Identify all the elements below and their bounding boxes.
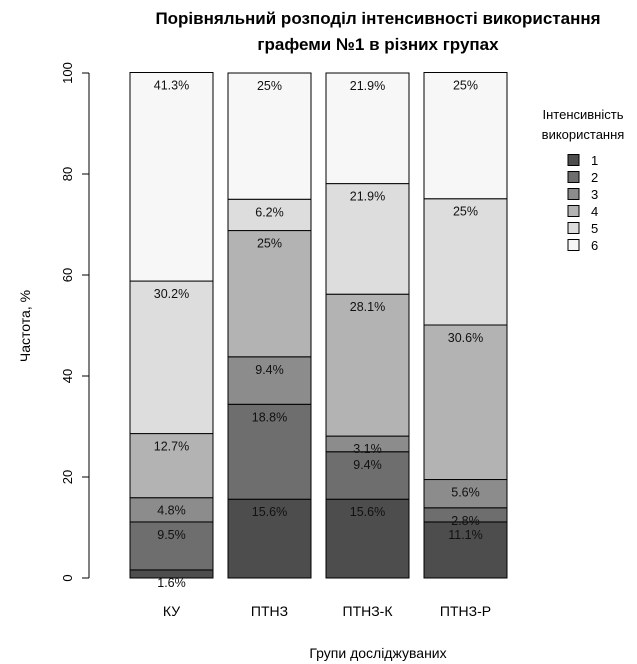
bars: 1.6% 9.5% 4.8% 12.7% 30.2% 41.3% 15.6% 18.8% 9.4… xyxy=(129,71,508,590)
bar-segment-label: 15.6% xyxy=(252,505,287,519)
chart-title-line-2: графеми №1 в різних групах xyxy=(257,35,499,54)
bar-segment xyxy=(227,356,312,405)
legend-swatch xyxy=(567,205,580,217)
bar-segment xyxy=(227,498,312,579)
bar-segment-label: 18.8% xyxy=(252,410,287,424)
y-tick-label: 0 xyxy=(60,574,75,581)
bar-segment-label: 25% xyxy=(453,205,478,219)
bar-segment-label: 28.1% xyxy=(350,300,385,314)
legend-item-label: 5 xyxy=(591,221,598,236)
bar-segment xyxy=(129,497,214,523)
y-tick-label: 40 xyxy=(60,369,75,383)
legend-swatch xyxy=(567,188,580,200)
bar-segment-label: 5.6% xyxy=(451,486,480,500)
legend-swatch xyxy=(567,239,580,251)
legend-items: 1 2 3 4 5 6 xyxy=(567,153,598,253)
bar-segment xyxy=(423,521,508,579)
x-tick-label: ПТНЗ-Р xyxy=(440,603,491,619)
legend-item-label: 3 xyxy=(591,187,598,202)
bar-segment-label: 9.4% xyxy=(353,458,382,472)
x-tick-label: ПТНЗ-К xyxy=(343,603,394,619)
bar-segment-label: 6.2% xyxy=(255,205,284,219)
legend-title-line-2: використання xyxy=(542,127,625,142)
bar-segment xyxy=(325,183,410,295)
bar-segment xyxy=(227,198,312,232)
bar-segment xyxy=(129,280,214,435)
legend: Інтенсивність використання 1 2 3 4 5 6 xyxy=(542,107,625,253)
y-tick-label: 80 xyxy=(60,167,75,181)
legend-title-line-1: Інтенсивність xyxy=(543,107,624,122)
legend-swatch xyxy=(567,222,580,234)
bar-segment xyxy=(423,324,508,481)
bar-segment-label: 4.8% xyxy=(157,504,186,518)
bar-segment-label: 15.6% xyxy=(350,505,385,519)
bar-segment xyxy=(227,230,312,358)
bar-segment-label: 25% xyxy=(257,237,282,251)
bar-segment-label: 21.9% xyxy=(350,190,385,204)
bar-segment xyxy=(129,71,214,282)
bar-segment xyxy=(129,433,214,499)
bar-segment-label: 9.4% xyxy=(255,363,284,377)
bar-segment-label: 11.1% xyxy=(448,528,483,542)
bar-segment-label: 12.7% xyxy=(154,440,189,454)
bar-segment xyxy=(325,498,410,579)
bar-segment xyxy=(325,451,410,500)
bar-segment-label: 30.6% xyxy=(448,331,483,345)
y-tick-label: 60 xyxy=(60,268,75,282)
x-tick-label: ПТНЗ xyxy=(251,603,288,619)
bar-segment xyxy=(227,72,312,200)
legend-item-label: 6 xyxy=(591,238,598,253)
y-tick-label: 100 xyxy=(60,62,75,84)
bar-segment-label: 9.5% xyxy=(157,528,186,542)
legend-swatch xyxy=(567,171,580,183)
legend-item-label: 2 xyxy=(591,170,598,185)
bar-segment-label: 2.8% xyxy=(451,514,480,528)
x-axis-tick-labels: КУ ПТНЗ ПТНЗ-К ПТНЗ-Р xyxy=(163,603,491,619)
bar-segment-label: 25% xyxy=(257,79,282,93)
bar-segment xyxy=(325,293,410,437)
x-tick-label: КУ xyxy=(163,603,180,619)
y-tick-label: 20 xyxy=(60,470,75,484)
bar-segment-label: 25% xyxy=(453,78,478,92)
y-axis-label: Частота, % xyxy=(17,290,33,362)
bar-segment-label: 30.2% xyxy=(154,287,189,301)
bar-segment-label: 3.1% xyxy=(353,442,382,456)
legend-item-label: 4 xyxy=(591,204,598,219)
legend-swatch xyxy=(567,154,580,166)
chart-title-line-1: Порівняльний розподіл інтенсивності вико… xyxy=(155,9,600,28)
bar-segment-label: 21.9% xyxy=(350,79,385,93)
bar-segment xyxy=(423,71,508,200)
bar-segment-label: 1.6% xyxy=(157,576,186,590)
bar-segment xyxy=(227,403,312,500)
y-axis: 0 20 40 60 80 100 xyxy=(60,62,90,582)
bar-segment xyxy=(325,72,410,185)
bar-segment-label: 41.3% xyxy=(154,78,189,92)
legend-item-label: 1 xyxy=(591,153,598,168)
x-axis-label: Групи досліджуваних xyxy=(309,645,446,661)
